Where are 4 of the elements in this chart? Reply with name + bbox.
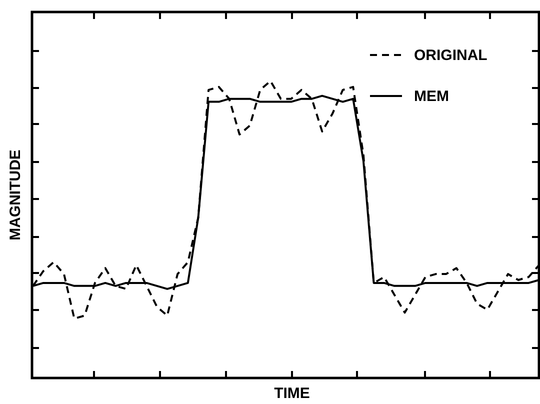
y-axis-title: MAGNITUDE [7,150,24,240]
legend-label: ORIGINAL [414,47,488,64]
x-axis-title: TIME [274,385,310,402]
legend-label: MEM [414,88,449,105]
